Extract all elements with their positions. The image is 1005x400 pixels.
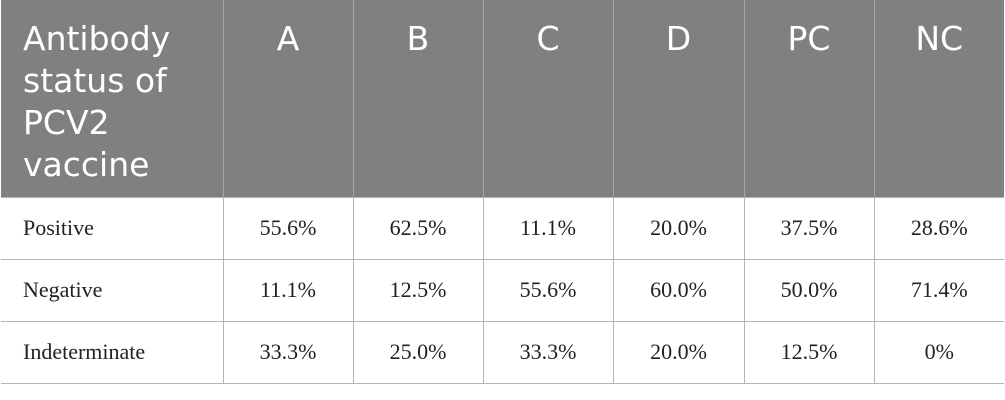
table-cell: 33.3% (482, 320, 614, 384)
table-cell: 55.6% (482, 258, 614, 322)
table-body: Positive 55.6% 62.5% 11.1% 20.0% 37.5% 28.6% Ne… (1, 196, 1004, 384)
table-cell: 12.5% (352, 258, 484, 322)
table-cell: 37.5% (743, 196, 875, 260)
table-cell: 71.4% (873, 258, 1004, 322)
table-cell: 11.1% (222, 258, 354, 322)
table-cell: 50.0% (743, 258, 875, 322)
header-cell: NC (873, 0, 1004, 197)
table-cell: 20.0% (612, 320, 745, 384)
header-cell: B (352, 0, 483, 197)
header-cell: C (482, 0, 613, 197)
table-row: Positive 55.6% 62.5% 11.1% 20.0% 37.5% 28.6% (1, 196, 1004, 260)
row-label: Positive (1, 196, 224, 260)
table-cell: 20.0% (612, 196, 745, 260)
table-cell: 12.5% (743, 320, 875, 384)
header-cell: Antibody status of PCV2 vaccine (1, 0, 223, 197)
table-row: Negative 11.1% 12.5% 55.6% 60.0% 50.0% 71.4% (1, 258, 1004, 322)
header-cell: A (222, 0, 353, 197)
table-cell: 25.0% (352, 320, 484, 384)
row-label: Negative (1, 258, 224, 322)
table-cell: 60.0% (612, 258, 745, 322)
row-label: Indeterminate (1, 320, 224, 384)
table-cell: 33.3% (222, 320, 354, 384)
table-row: Indeterminate 33.3% 25.0% 33.3% 20.0% 12.5% 0% (1, 320, 1004, 384)
header-cell: PC (743, 0, 874, 197)
table-cell: 11.1% (482, 196, 614, 260)
table-cell: 28.6% (873, 196, 1004, 260)
table-cell: 55.6% (222, 196, 354, 260)
header-cell: D (612, 0, 744, 197)
header-row: Antibody status of PCV2 vaccine A B C D PC NC (1, 0, 1004, 197)
table-cell: 62.5% (352, 196, 484, 260)
table-cell: 0% (873, 320, 1004, 384)
data-table: Antibody status of PCV2 vaccine A B C D PC NC … (1, 0, 1004, 384)
